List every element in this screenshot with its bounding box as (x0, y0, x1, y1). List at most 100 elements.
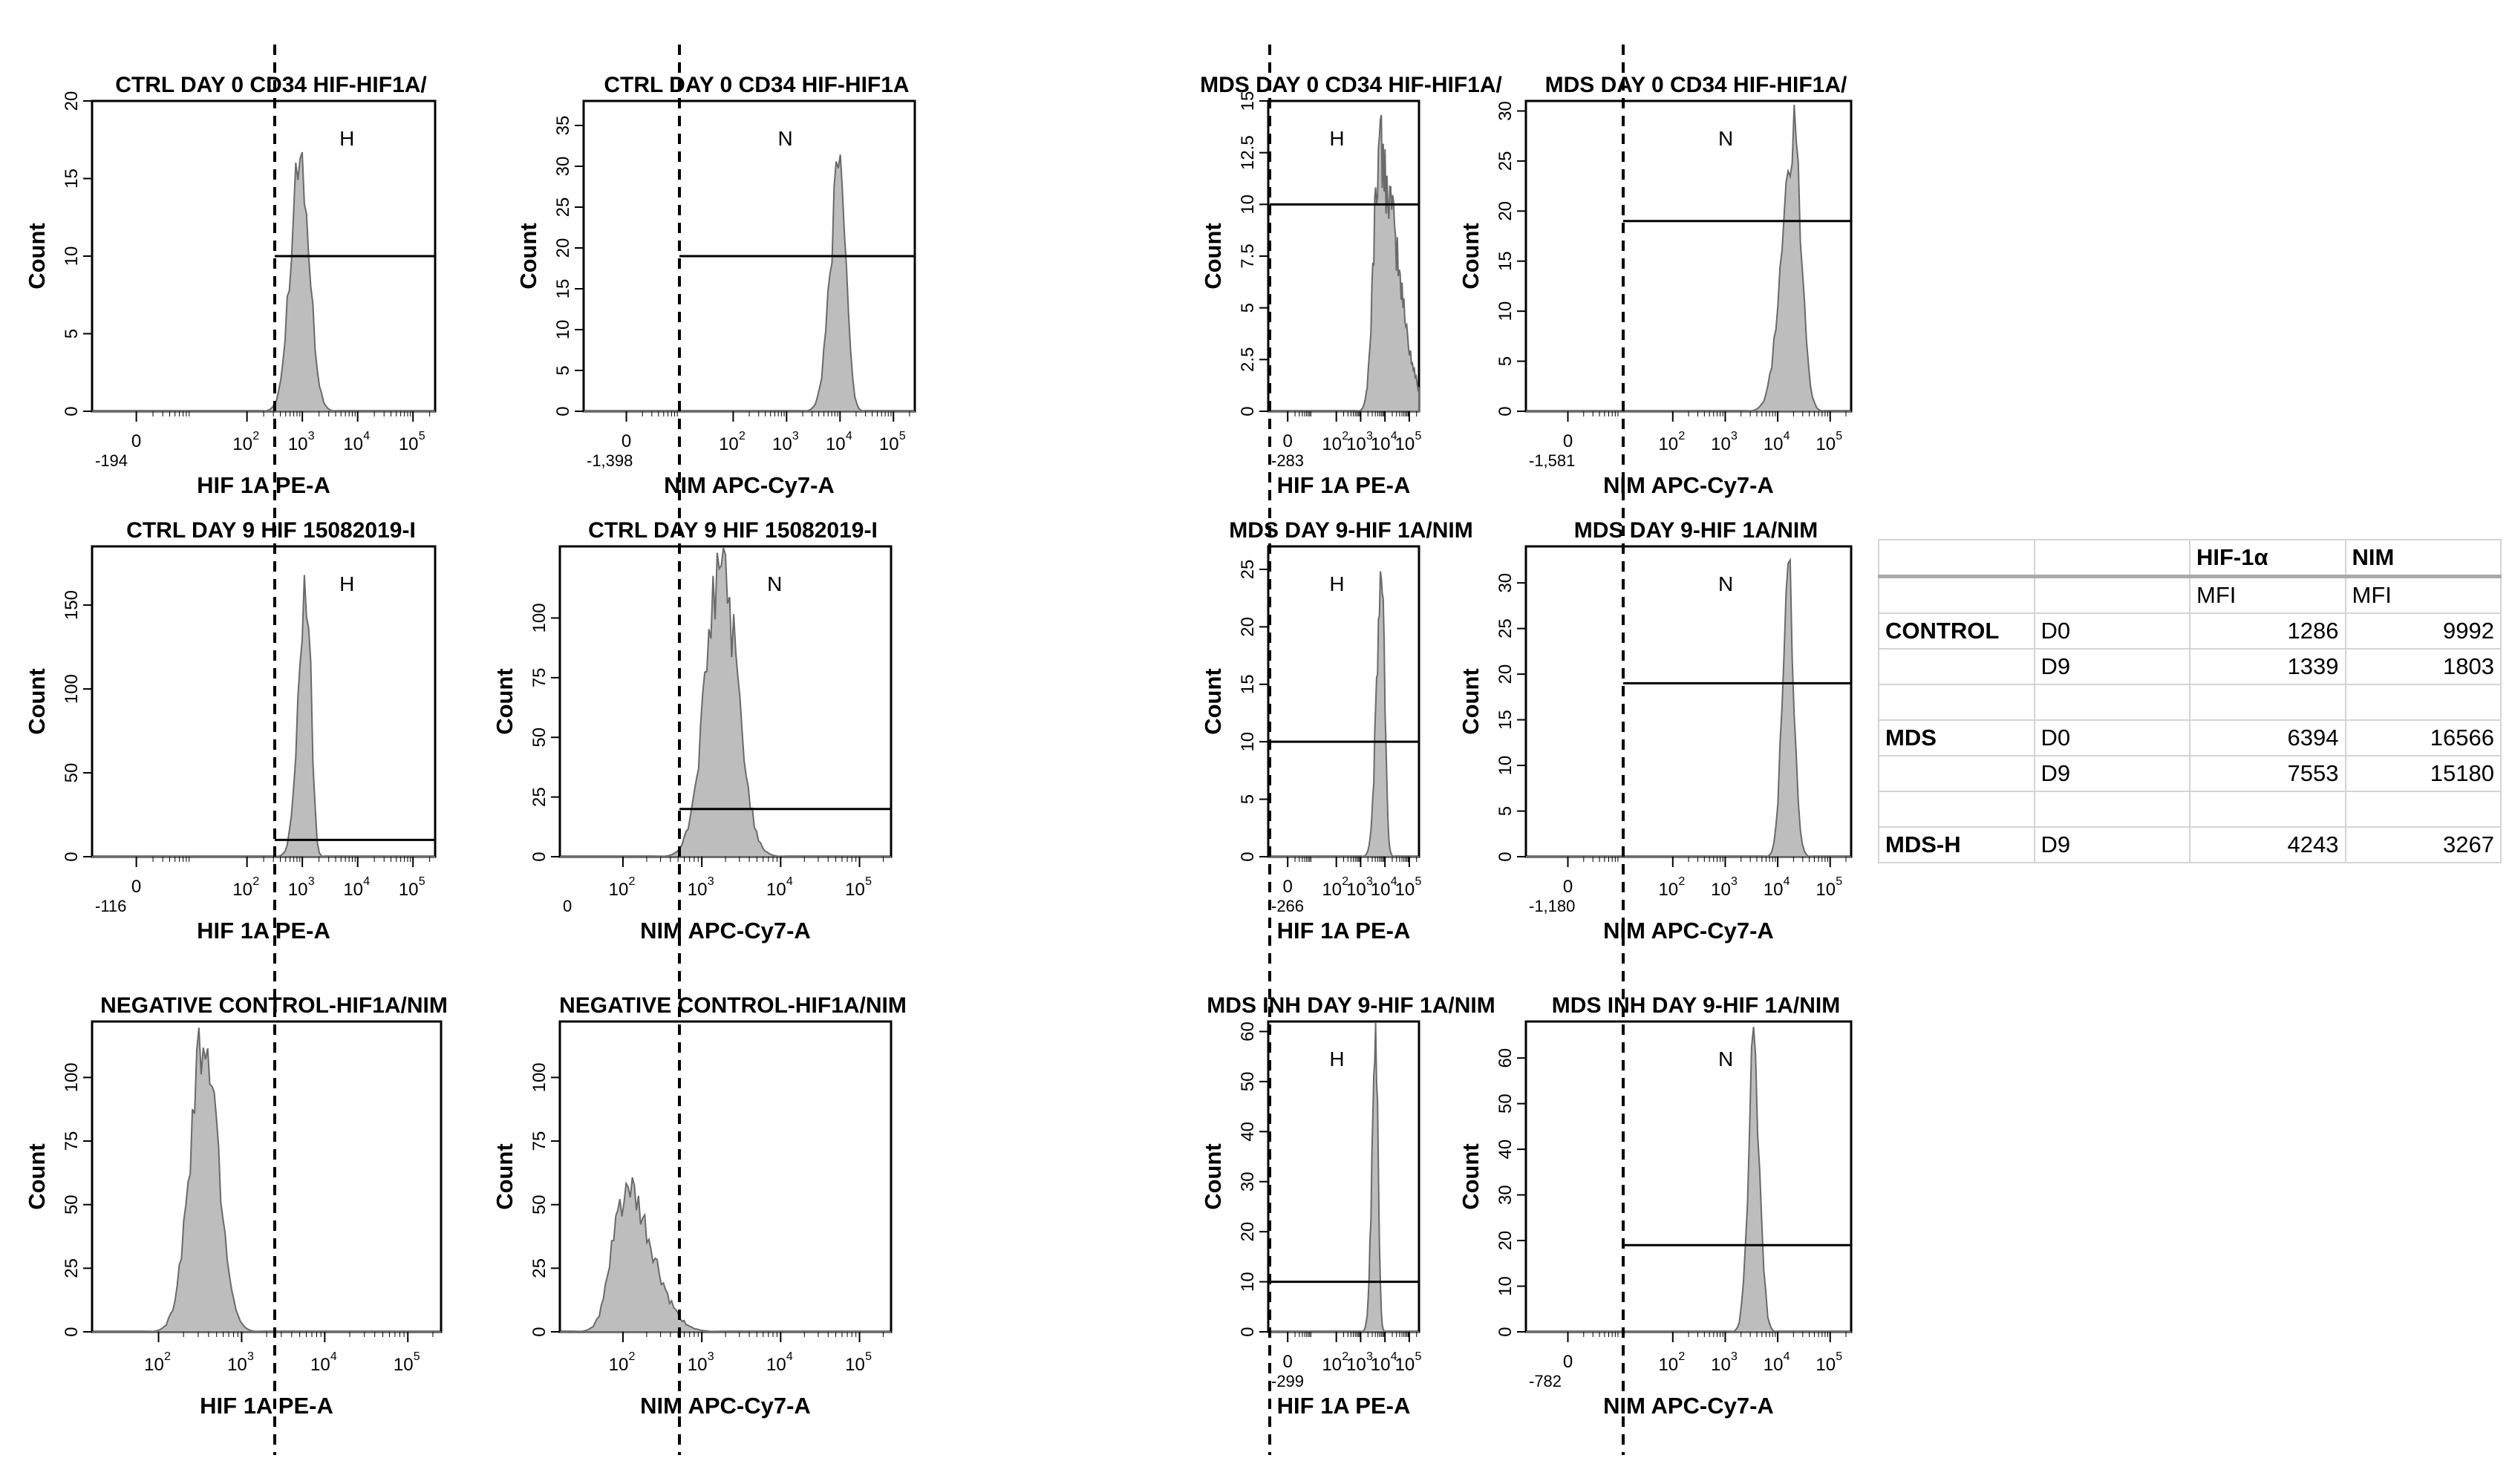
y-tick-label: 30 (1495, 101, 1516, 121)
panel-title: MDS DAY 9-HIF 1A/NIM (1574, 518, 1818, 543)
histogram-bars (1526, 558, 1851, 857)
y-tick-label: 5 (1495, 356, 1516, 366)
x-tick-label: 10 (399, 434, 419, 454)
table-group-cell (1878, 648, 2035, 684)
panel-title: MDS DAY 0 CD34 HIF-HIF1A/ (1545, 73, 1847, 97)
x-tick-exponent: 2 (1678, 1350, 1685, 1363)
x-tick-exponent: 4 (786, 1350, 793, 1363)
panel-title: NEGATIVE CONTROL-HIF1A/NIM (559, 993, 907, 1018)
y-tick-label: 15 (1238, 91, 1258, 111)
table-header-cell (1878, 539, 2035, 578)
x-tick-label: 10 (1346, 880, 1366, 900)
panel-title: MDS INH DAY 9-HIF 1A/NIM (1552, 993, 1840, 1018)
table-subheader-row: MFI MFI (1878, 575, 2502, 613)
y-tick-label: 75 (62, 1131, 82, 1151)
table-value-cell: 1286 (2189, 612, 2346, 649)
x-tick-exponent: 3 (1366, 430, 1373, 442)
y-tick-label: 20 (1238, 1222, 1258, 1242)
y-tick-label: 30 (553, 157, 573, 177)
x-tick-label: 10 (766, 880, 786, 900)
x-axis-label: HIF 1A PE-A (197, 918, 330, 944)
panel-title: CTRL DAY 9 HIF 15082019-I (588, 518, 878, 543)
x-tick-exponent: 2 (252, 875, 259, 888)
panel-title: CTRL DAY 0 CD34 HIF-HIF1A (604, 73, 909, 97)
y-tick-label: 40 (1238, 1122, 1258, 1142)
table-row: MDS D0 6394 16566 (1878, 719, 2502, 756)
table-group-cell: MDS-H (1878, 826, 2035, 863)
y-tick-label: 50 (1238, 1072, 1258, 1092)
table-day-cell: D9 (2033, 826, 2190, 863)
x-tick-exponent: 3 (1366, 875, 1373, 888)
x-tick-exponent: 5 (1836, 430, 1842, 442)
y-tick-label: 75 (529, 1131, 549, 1151)
y-tick-label: 40 (1495, 1140, 1516, 1160)
y-axis-label: Count (515, 223, 541, 290)
histogram-bars (92, 1027, 441, 1333)
x-tick-label: 0 (131, 431, 141, 451)
x-min-label: -299 (1271, 1372, 1304, 1390)
y-tick-label: 50 (529, 1194, 549, 1215)
table-subheader-mfi: MFI (2344, 575, 2502, 613)
y-tick-label: 75 (529, 667, 549, 687)
x-tick-exponent: 3 (1731, 430, 1738, 442)
y-tick-label: 10 (1495, 756, 1516, 776)
gate-label: H (1329, 1047, 1344, 1070)
x-tick-label: 10 (227, 1355, 247, 1375)
x-tick-exponent: 2 (1342, 875, 1348, 888)
x-axis-label: NIM APC-Cy7-A (640, 1393, 811, 1419)
x-tick-label: 10 (688, 1355, 708, 1375)
x-tick-label: 0 (1283, 877, 1293, 897)
y-tick-label: 20 (1495, 1231, 1516, 1251)
table-day-cell: D0 (2033, 612, 2190, 649)
x-tick-label: 10 (1711, 434, 1731, 454)
y-tick-label: 0 (1238, 1327, 1258, 1336)
panel-title: CTRL DAY 0 CD34 HIF-HIF1A/ (115, 73, 427, 97)
x-tick-label: 10 (232, 434, 252, 454)
x-tick-exponent: 5 (419, 875, 425, 888)
x-axis-label: NIM APC-Cy7-A (640, 918, 811, 944)
x-tick-label: 10 (1322, 880, 1342, 900)
x-tick-label: 0 (131, 877, 141, 897)
x-tick-exponent: 3 (247, 1350, 254, 1363)
table-header-row: HIF-1α NIM (1878, 539, 2502, 578)
table-value-cell: 7553 (2189, 755, 2346, 791)
table-row: D9 7553 15180 (1878, 755, 2502, 791)
y-tick-label: 5 (1495, 806, 1516, 816)
x-tick-label: 10 (310, 1355, 330, 1375)
table-day-cell (2033, 684, 2190, 720)
table-day-cell: D9 (2033, 755, 2190, 791)
x-min-label: -266 (1271, 897, 1304, 915)
y-axis-label: Count (24, 1143, 50, 1210)
table-group-cell (1878, 684, 2035, 720)
y-tick-label: 30 (1238, 1171, 1258, 1192)
x-tick-exponent: 4 (786, 875, 793, 888)
x-tick-label: 10 (772, 434, 792, 454)
x-axis-label: NIM APC-Cy7-A (1603, 918, 1774, 944)
y-tick-label: 25 (529, 1258, 549, 1278)
plot-frame (1524, 545, 1853, 858)
x-tick-exponent: 5 (1415, 1350, 1421, 1363)
x-tick-label: 10 (1371, 880, 1391, 900)
x-tick-label: 0 (1563, 1352, 1573, 1372)
x-tick-exponent: 4 (1784, 1350, 1790, 1363)
x-min-label: -1,581 (1529, 451, 1575, 470)
y-axis-label: Count (1458, 223, 1484, 290)
x-tick-label: 0 (1563, 431, 1573, 451)
plot-frame (1524, 1020, 1853, 1333)
table-group-cell (1878, 791, 2035, 827)
y-tick-label: 60 (1238, 1022, 1258, 1042)
x-tick-label: 10 (826, 434, 846, 454)
panel-title: MDS DAY 0 CD34 HIF-HIF1A/ (1200, 73, 1502, 97)
table-value-cell: 9992 (2344, 612, 2502, 649)
x-tick-label: 10 (288, 434, 308, 454)
y-tick-label: 100 (529, 603, 549, 633)
histogram-bars (92, 151, 435, 412)
histogram-bars (1268, 114, 1420, 412)
table-group-cell: CONTROL (1878, 612, 2035, 649)
x-tick-label: 10 (609, 880, 629, 900)
y-tick-label: 35 (553, 116, 573, 136)
